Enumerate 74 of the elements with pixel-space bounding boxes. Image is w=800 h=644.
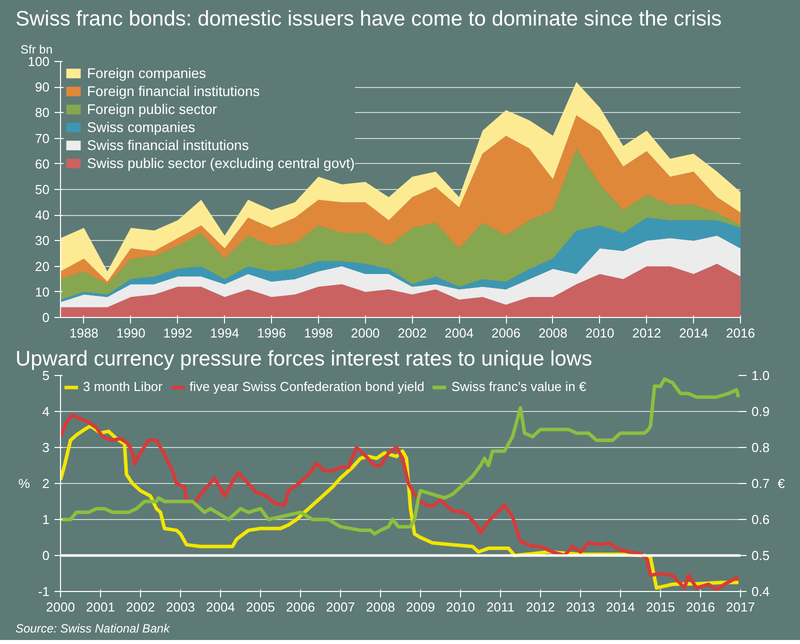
- x-tick-label: 2016: [686, 600, 715, 614]
- x-tick-label: 1994: [210, 326, 240, 340]
- x-tick-label: 2009: [406, 600, 435, 614]
- legend-label: 3 month Libor: [83, 379, 162, 394]
- y-tick-label: 100: [28, 54, 50, 69]
- y-tick-label: 10: [35, 284, 50, 300]
- y2-tick-label: 0.5: [752, 548, 770, 563]
- x-tick-label: 2002: [126, 600, 155, 614]
- legend-label: five year Swiss Confederation bond yield: [190, 379, 424, 394]
- y-tick-label: 3: [42, 440, 50, 455]
- legend-label: Foreign companies: [87, 65, 206, 81]
- x-tick-label: 2014: [606, 600, 635, 614]
- x-tick-label: 2013: [566, 600, 595, 614]
- y-tick-label: 4: [42, 404, 50, 419]
- x-tick-label: 2001: [86, 600, 115, 614]
- y2-tick-label: 0.4: [752, 584, 770, 599]
- x-tick-label: 2011: [486, 600, 514, 614]
- x-tick-label: 2004: [206, 600, 235, 614]
- y-tick-label: 50: [35, 182, 50, 197]
- chart-title: Upward currency pressure forces interest rates to unique lows: [16, 348, 592, 370]
- x-tick-label: 2008: [538, 326, 568, 340]
- x-tick-label: 1998: [304, 326, 333, 340]
- x-tick-label: 2000: [46, 600, 75, 614]
- x-tick-label: 1990: [116, 326, 146, 340]
- y-tick-label: 30: [35, 233, 50, 248]
- x-tick-label: 2007: [326, 600, 355, 614]
- y-tick-label: 80: [35, 105, 50, 120]
- x-tick-label: 2008: [366, 600, 395, 614]
- y-tick-label: 60: [35, 156, 50, 172]
- x-tick-label: 2017: [726, 600, 755, 614]
- legend-label: Swiss franc’s value in €: [451, 379, 586, 394]
- x-tick-label: 1988: [69, 326, 98, 340]
- y-tick-label: -1: [38, 584, 50, 599]
- y-tick-label: 2: [42, 476, 50, 491]
- x-tick-label: 2010: [446, 600, 475, 614]
- y2-tick-label: 0.6: [752, 512, 770, 527]
- x-tick-label: 1996: [257, 326, 286, 340]
- y2-tick-label: 0.7: [752, 476, 770, 491]
- x-tick-label: 2016: [726, 326, 755, 340]
- x-tick-label: 2003: [166, 600, 195, 614]
- legend-label: Swiss public sector (excluding central govt): [87, 155, 355, 171]
- x-tick-label: 2014: [679, 326, 708, 340]
- y-axis-title: Sfr bn: [20, 42, 53, 56]
- x-tick-label: 2006: [286, 600, 315, 614]
- source-note: Source: Swiss National Bank: [16, 622, 171, 636]
- y2-tick-label: 0.8: [752, 440, 770, 455]
- legend-label: Swiss companies: [87, 119, 196, 135]
- x-tick-label: 2004: [444, 326, 474, 340]
- y2-tick-label: 0.9: [752, 404, 770, 419]
- x-tick-label: 2012: [632, 326, 662, 340]
- y-tick-label: 0: [42, 310, 50, 325]
- x-tick-label: 2002: [398, 326, 427, 340]
- y-tick-label: 40: [35, 208, 50, 223]
- x-tick-label: 2006: [492, 326, 520, 340]
- x-tick-label: 2005: [246, 600, 275, 614]
- y-axis-title: %: [18, 476, 30, 491]
- y2-axis-title: €: [778, 476, 786, 491]
- x-tick-label: 2000: [350, 326, 380, 340]
- x-tick-label: 2015: [646, 600, 675, 614]
- x-tick-label: 1992: [163, 326, 192, 340]
- y-tick-label: 20: [35, 258, 50, 274]
- y-tick-label: 0: [42, 548, 50, 563]
- x-tick-label: 2010: [585, 326, 614, 340]
- y-tick-label: 5: [42, 368, 50, 383]
- legend-label: Swiss financial institutions: [87, 137, 249, 153]
- x-tick-label: 2012: [526, 600, 555, 614]
- y-tick-label: 70: [35, 130, 50, 146]
- chart-title: Swiss franc bonds: domestic issuers have come to dominate since the crisis: [16, 8, 722, 30]
- y2-tick-label: 1.0: [752, 368, 770, 383]
- legend-label: Foreign public sector: [87, 101, 217, 117]
- y-tick-label: 90: [35, 80, 50, 95]
- y-tick-label: 1: [42, 512, 50, 527]
- legend-label: Foreign financial institutions: [87, 83, 260, 99]
- line-series: [60, 377, 740, 536]
